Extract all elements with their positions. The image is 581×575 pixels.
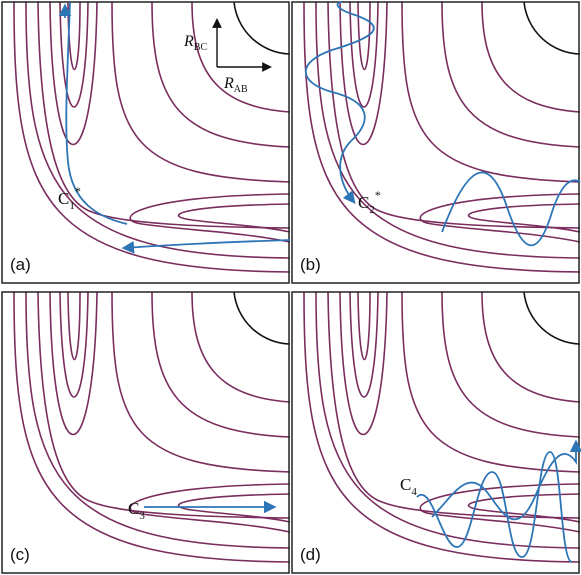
trajectory bbox=[431, 439, 581, 521]
text: R bbox=[183, 33, 194, 50]
text: 3 bbox=[139, 510, 145, 522]
text: AB bbox=[234, 84, 248, 95]
contours bbox=[303, 291, 581, 563]
panel-label: (d) bbox=[300, 545, 321, 564]
panel-frame bbox=[291, 1, 580, 284]
panel-label: (c) bbox=[10, 545, 30, 564]
axis-label: RBC bbox=[183, 33, 207, 53]
text: * bbox=[375, 188, 381, 202]
trajectory bbox=[121, 239, 291, 254]
panel-b: C2* (b) bbox=[291, 1, 581, 284]
panel-frame bbox=[1, 1, 290, 284]
panel-d: C4 (d) bbox=[291, 291, 581, 574]
axis-label: RAB bbox=[223, 75, 248, 95]
trajectory-label: C3 bbox=[128, 499, 145, 522]
panel-a: RBC RAB C1* (a) bbox=[1, 1, 291, 284]
text: C bbox=[58, 189, 69, 208]
text: * bbox=[75, 184, 81, 198]
panel-c: C3 (c) bbox=[1, 291, 291, 574]
text: C bbox=[400, 475, 411, 494]
contours bbox=[13, 1, 291, 273]
trajectory bbox=[304, 1, 375, 204]
text: C bbox=[128, 499, 139, 518]
trajectory-label: C2* bbox=[358, 188, 381, 216]
text: 4 bbox=[411, 486, 417, 498]
contours bbox=[13, 291, 291, 563]
text: R bbox=[223, 75, 234, 92]
text: BC bbox=[194, 42, 208, 53]
panel-frame bbox=[291, 291, 580, 574]
trajectory bbox=[65, 1, 128, 225]
text: 2 bbox=[369, 204, 375, 216]
panel-label: (b) bbox=[300, 255, 321, 274]
trajectory-label: C1* bbox=[58, 184, 81, 212]
panel-frame bbox=[1, 291, 290, 574]
text: C bbox=[358, 193, 369, 212]
panel-label: (a) bbox=[10, 255, 31, 274]
trajectory bbox=[441, 171, 581, 247]
text: 1 bbox=[69, 200, 75, 212]
trajectory-label: C4 bbox=[400, 475, 417, 498]
